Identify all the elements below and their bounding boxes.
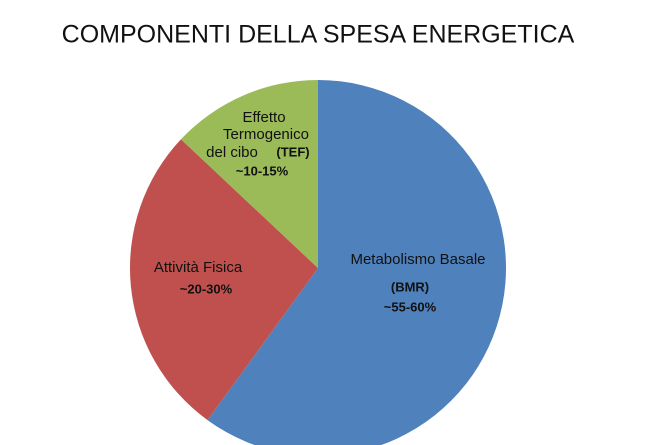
slice-label: Effetto <box>242 109 285 126</box>
pie-slice <box>130 139 318 421</box>
slice-range: ~55-60% <box>384 299 437 314</box>
slice-range: ~10-15% <box>236 163 289 178</box>
slice-abbreviation: (BMR) <box>391 279 429 294</box>
slice-label: Attività Fisica <box>154 259 243 276</box>
slice-abbreviation: (TEF) <box>276 144 309 159</box>
slice-label: del cibo <box>206 144 258 161</box>
slice-label: Termogenico <box>223 126 309 143</box>
slice-label: Metabolismo Basale <box>350 251 485 268</box>
chart-title: COMPONENTI DELLA SPESA ENERGETICA <box>62 21 575 49</box>
pie-slice <box>180 80 318 268</box>
pie-slice <box>207 80 506 445</box>
slice-range: ~20-30% <box>180 281 233 296</box>
